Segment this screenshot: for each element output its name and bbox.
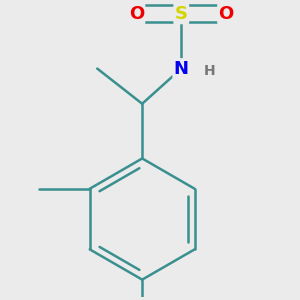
Text: O: O <box>129 5 144 23</box>
Text: S: S <box>175 5 188 23</box>
Text: O: O <box>219 5 234 23</box>
Text: H: H <box>204 64 215 77</box>
Text: N: N <box>174 60 189 78</box>
